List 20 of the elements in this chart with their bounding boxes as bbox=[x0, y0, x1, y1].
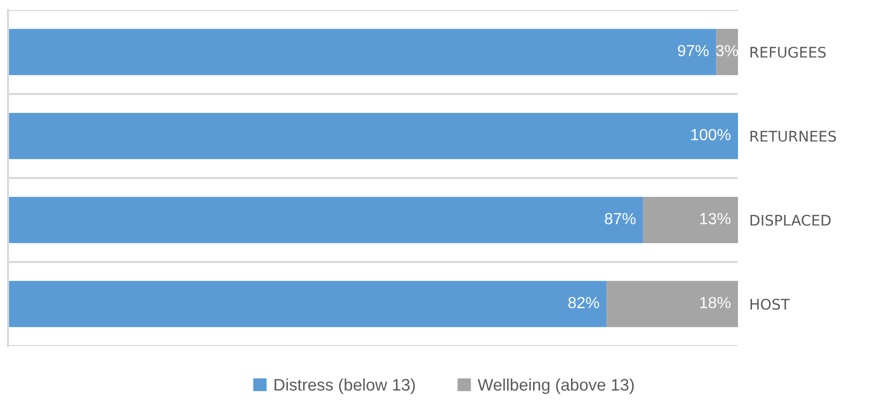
data-label: 3% bbox=[716, 44, 738, 56]
y-tick-label: REFUGEES bbox=[750, 46, 826, 58]
bar bbox=[8, 28, 716, 76]
y-tick-label: DISPLACED bbox=[750, 214, 831, 226]
bar bbox=[716, 28, 738, 76]
data-label: 18% bbox=[700, 296, 730, 308]
bar bbox=[8, 280, 607, 328]
bar bbox=[8, 196, 644, 244]
bar bbox=[606, 280, 738, 328]
legend-label: Wellbeing (above 13) bbox=[478, 378, 634, 394]
bar bbox=[8, 112, 738, 160]
data-label: 13% bbox=[700, 212, 730, 224]
data-label: 82% bbox=[568, 296, 600, 308]
y-tick-label: RETURNEES bbox=[750, 130, 836, 142]
data-label: 87% bbox=[604, 212, 636, 224]
legend-label: Distress (below 13) bbox=[274, 378, 415, 394]
bar bbox=[643, 196, 738, 244]
data-label: 100% bbox=[691, 128, 730, 140]
data-label: 97% bbox=[678, 44, 709, 56]
y-tick-label: HOST bbox=[750, 298, 790, 310]
